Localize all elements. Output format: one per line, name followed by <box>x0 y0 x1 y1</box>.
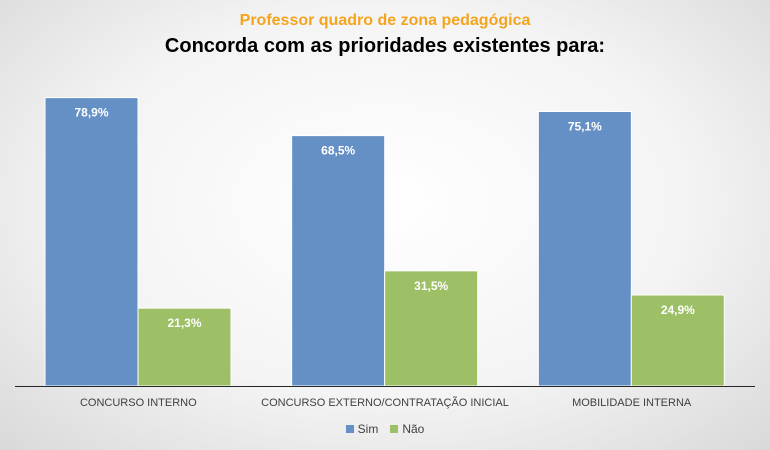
bar-nao-0 <box>137 307 232 387</box>
category-label-1: CONCURSO EXTERNO/CONTRATAÇÃO INICIAL <box>261 396 509 409</box>
data-label-nao-2: 24,9% <box>661 303 695 317</box>
data-label-sim-0: 78,9% <box>74 106 108 120</box>
data-label-sim-1: 68,5% <box>321 144 355 158</box>
legend-item-sim: Sim <box>345 422 379 436</box>
bar-sim-0 <box>44 97 139 387</box>
legend-swatch-nao <box>390 425 399 433</box>
legend-swatch-sim <box>345 425 354 433</box>
bar-sim-2 <box>537 111 632 387</box>
chart-legend: Sim Não <box>0 422 770 436</box>
chart-subtitle: Professor quadro de zona pedagógica <box>239 12 531 29</box>
legend-item-nao: Não <box>390 422 424 436</box>
bar-sim-1 <box>291 135 386 387</box>
legend-label-sim: Sim <box>357 422 379 436</box>
category-label-2: MOBILIDADE INTERNA <box>572 397 692 409</box>
legend-label-nao: Não <box>402 422 425 436</box>
bar-nao-1 <box>384 270 479 387</box>
category-label-0: CONCURSO INTERNO <box>80 397 197 409</box>
chart-title: Concorda com as prioridades existentes p… <box>164 35 606 57</box>
data-label-nao-1: 31,5% <box>414 279 448 293</box>
data-label-nao-0: 21,3% <box>167 316 201 330</box>
bar-nao-2 <box>630 294 725 387</box>
data-label-sim-2: 75,1% <box>568 120 602 134</box>
